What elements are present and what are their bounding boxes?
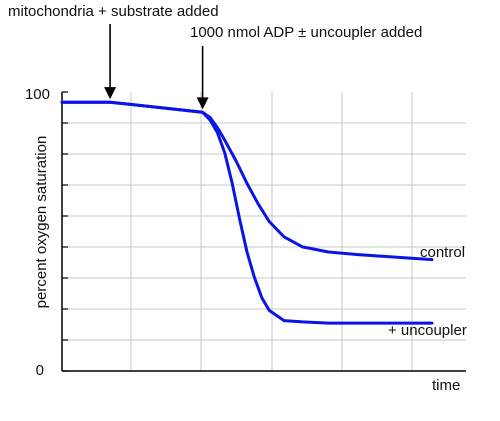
series-line-control	[60, 100, 434, 262]
arrow-head	[196, 97, 209, 110]
series-label-uncoupler: + uncoupler	[388, 322, 467, 339]
x-axis-label: time	[432, 377, 460, 394]
axes	[61, 92, 466, 372]
annotation-arrows	[104, 24, 209, 110]
data-series	[60, 100, 434, 325]
annotation-adp: 1000 nmol ADP ± uncoupler added	[190, 24, 422, 41]
y-tick-marks	[62, 91, 68, 372]
y-tick-label-min: 0	[36, 362, 44, 379]
y-axis-label: percent oxygen saturation	[33, 136, 50, 309]
arrow-head	[104, 87, 117, 100]
annotation-substrate: mitochondria + substrate added	[8, 3, 219, 20]
series-label-control: control	[420, 244, 465, 261]
series-line-uncoupler	[60, 100, 434, 325]
y-tick-label-max: 100	[25, 86, 50, 103]
